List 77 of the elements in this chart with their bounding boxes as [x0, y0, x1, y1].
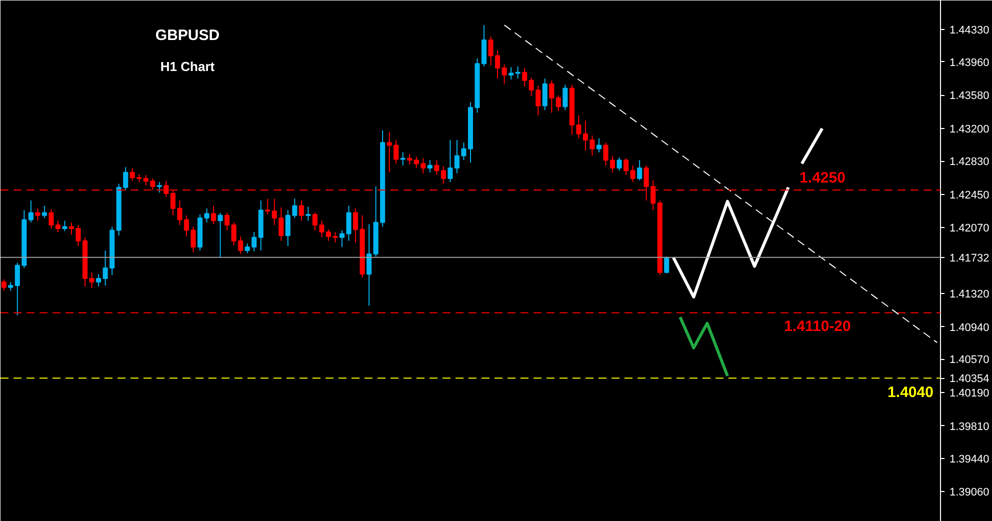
y-tick-label: 1.42070: [950, 222, 990, 235]
line-series: [672, 186, 790, 298]
candlestick: [440, 166, 446, 184]
candlestick: [448, 139, 453, 183]
candlestick: [265, 198, 270, 216]
y-tick-label: 1.39810: [950, 420, 990, 433]
y-tick-label: 1.41320: [950, 288, 990, 300]
candlestick: [184, 214, 189, 237]
candlestick: [332, 232, 338, 244]
candlestick: [48, 208, 54, 230]
candlestick: [28, 200, 34, 223]
y-tick-label: 1.39440: [950, 453, 990, 466]
candlestick: [252, 232, 257, 252]
candlestick: [427, 160, 432, 173]
candlestick: [366, 224, 372, 306]
y-tick-label: 1.43960: [950, 56, 990, 69]
candlestick: [515, 66, 520, 80]
candlestick: [624, 158, 629, 176]
candlestick: [603, 142, 608, 166]
y-tick-label: 1.40940: [950, 322, 990, 334]
candlestick: [582, 120, 588, 151]
candlestick: [96, 274, 102, 287]
candlestick: [400, 152, 406, 166]
candlestick: [556, 94, 561, 112]
y-tick-label: 1.42830: [950, 156, 990, 168]
y-tick-label: 1.43200: [950, 124, 990, 136]
candlestick: [62, 220, 68, 232]
line-series: [678, 316, 729, 378]
candlestick: [549, 80, 554, 114]
candlestick: [42, 205, 47, 219]
candlestick: [278, 206, 284, 242]
candlestick: [508, 66, 514, 80]
candlestick: [664, 256, 670, 274]
candlestick: [244, 242, 250, 254]
y-tick-label: 1.42450: [950, 189, 990, 202]
candlestick: [298, 200, 304, 222]
candlestick: [55, 220, 61, 233]
candlestick: [536, 85, 541, 116]
candlestick: [210, 205, 216, 225]
candlestick: [434, 160, 440, 176]
candlestick: [35, 208, 40, 222]
candlestick: [353, 208, 358, 244]
candlestick: [190, 226, 196, 253]
y-tick-label: 1.41732: [950, 252, 990, 264]
candlestick: [156, 182, 162, 194]
annotation: 1.4040: [888, 384, 934, 401]
candlestick: [177, 200, 182, 226]
ref-line-label: 1.4110-20: [784, 318, 851, 336]
candlestick: [306, 206, 311, 222]
candlestick: [272, 198, 277, 226]
candlestick: [1, 278, 6, 292]
candlestick: [590, 135, 595, 156]
candlestick: [610, 155, 616, 173]
y-tick-label: 1.39060: [950, 486, 990, 499]
candlestick: [522, 68, 528, 87]
y-tick-label: 1.44330: [950, 24, 990, 36]
candlestick: [637, 160, 642, 181]
candlestick: [630, 164, 636, 183]
candlestick: [528, 77, 534, 97]
ref-line-label: 1.4250: [800, 169, 846, 186]
candlestick: [562, 84, 568, 111]
candlestick: [596, 138, 602, 153]
y-tick-label: 1.43580: [950, 90, 990, 102]
candlestick: [224, 212, 230, 231]
candlestick: [326, 228, 332, 242]
candlestick: [542, 78, 548, 111]
candlestick: [102, 250, 108, 286]
text: GBPUSD: [155, 27, 220, 44]
candlestick: [218, 212, 223, 258]
candlestick: [616, 157, 622, 172]
candlestick: [89, 272, 94, 289]
y-tick-label: 1.40354: [950, 373, 990, 386]
candlestick: [407, 153, 412, 166]
y-tick-label: 1.40570: [950, 354, 990, 366]
text: H1 Chart: [160, 59, 216, 74]
candlestick: [502, 64, 507, 84]
y-tick-label: 1.40190: [950, 388, 990, 400]
